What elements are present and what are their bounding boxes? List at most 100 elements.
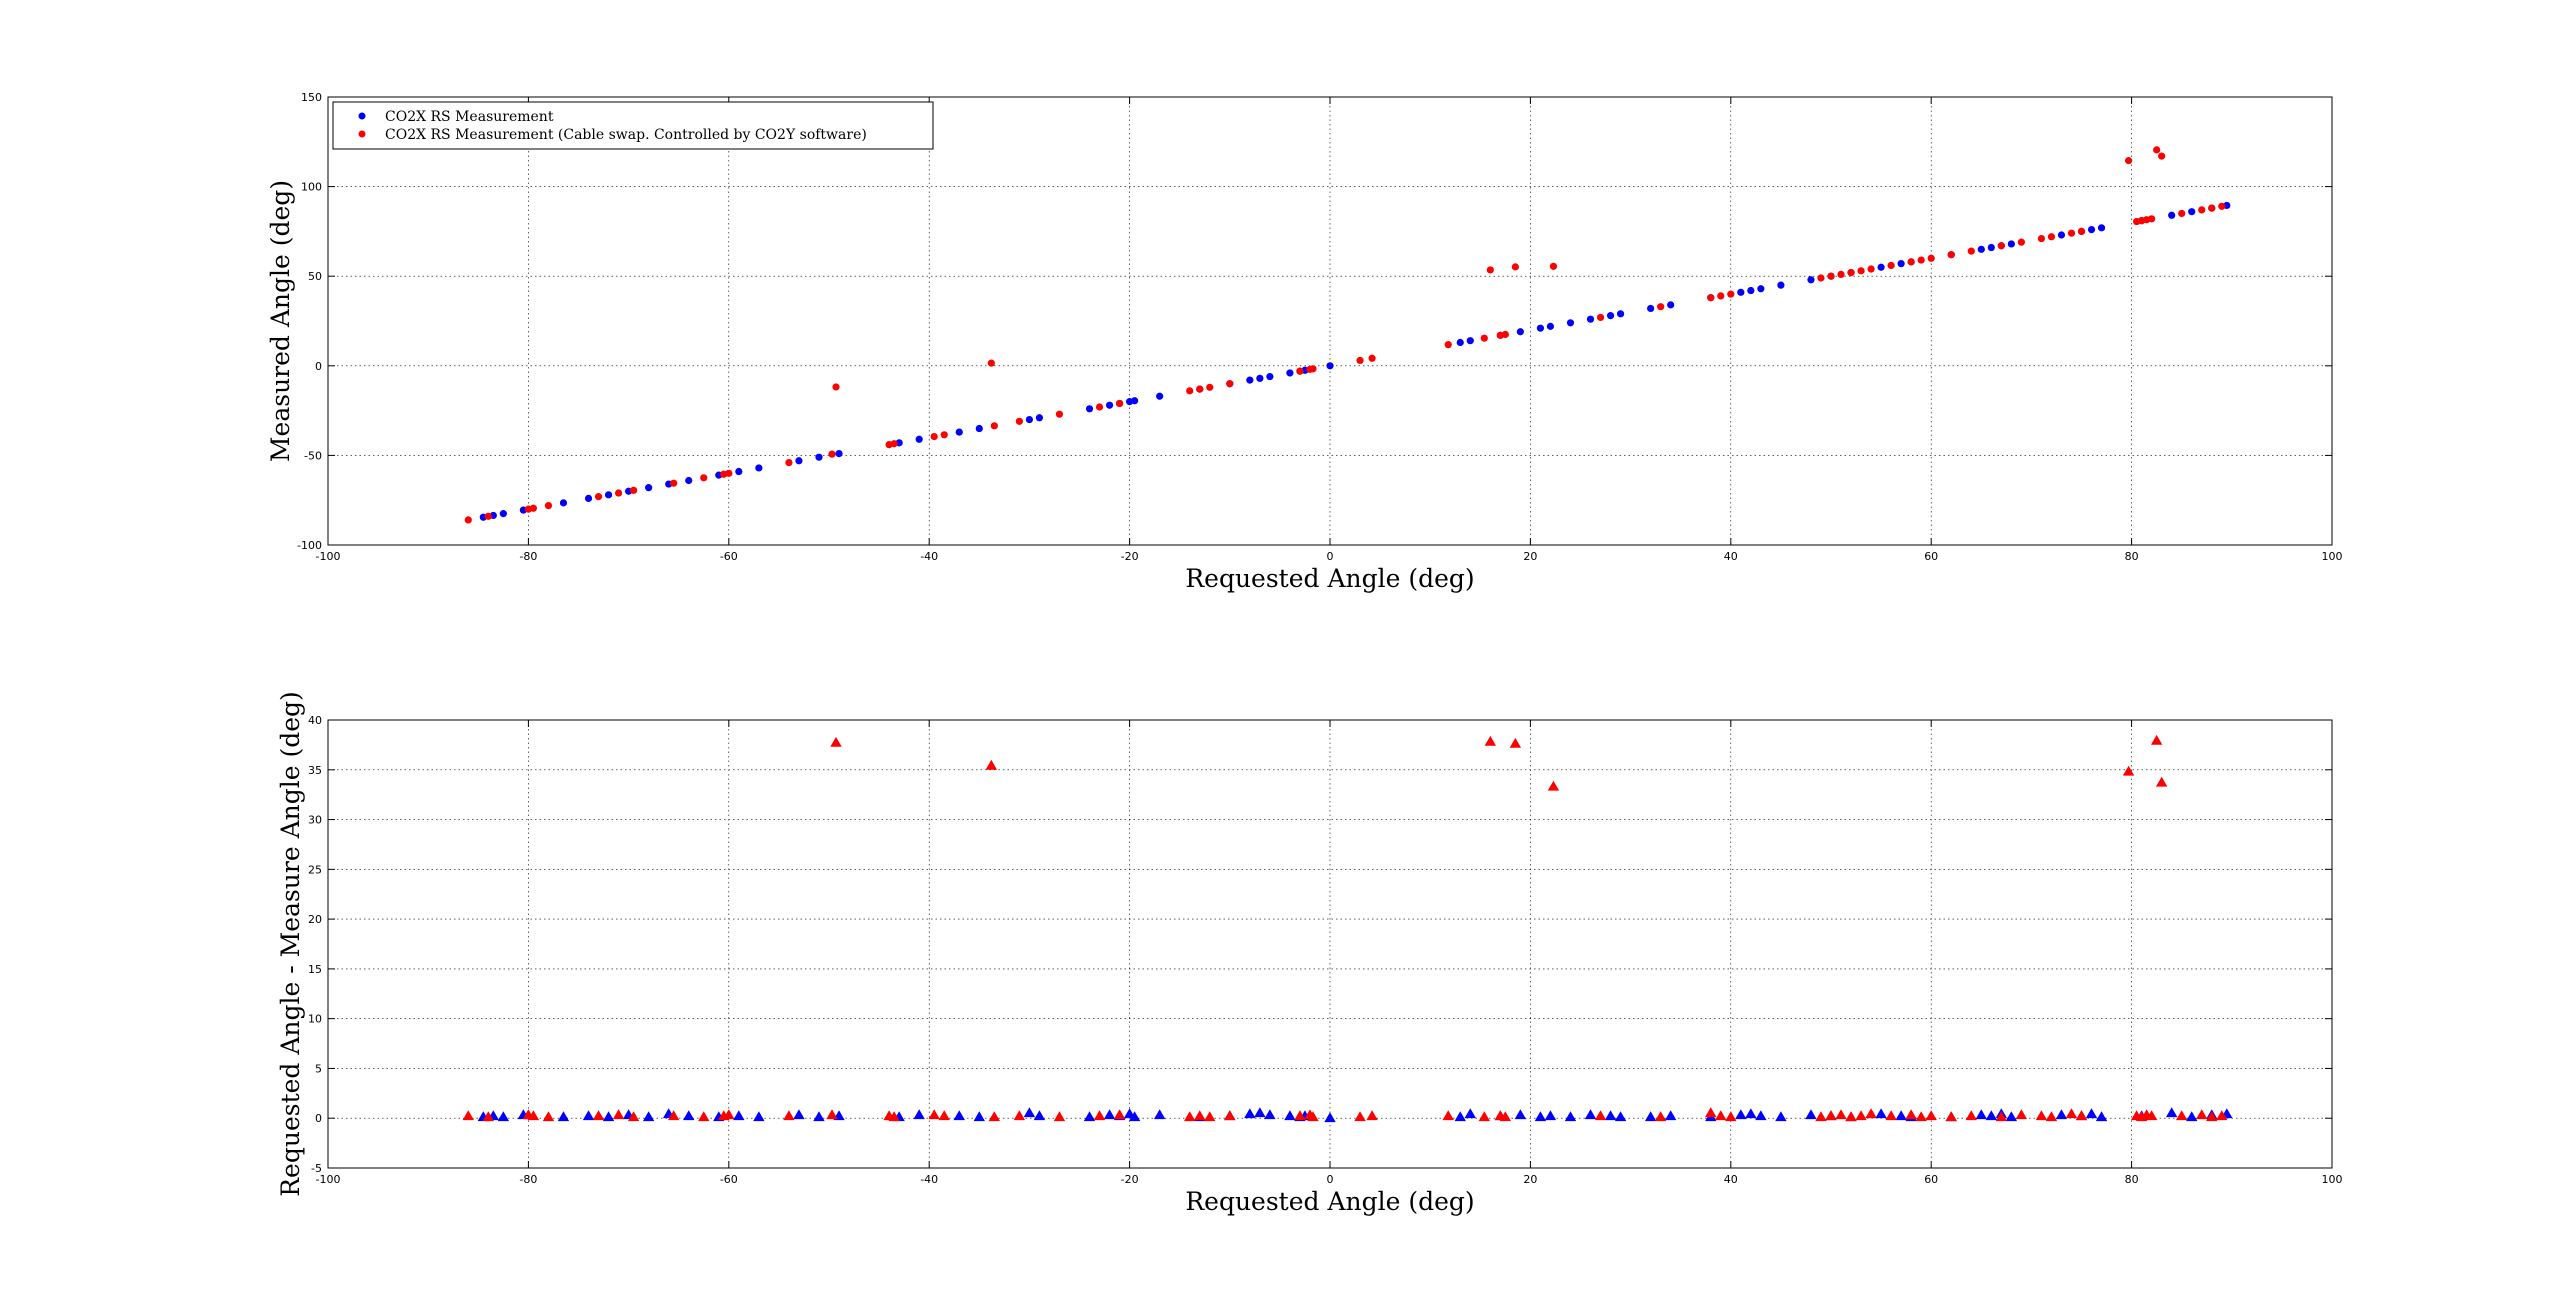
red-data-point <box>988 1111 1001 1122</box>
red-data-point <box>2124 157 2133 165</box>
blue-data-point <box>2007 240 2015 248</box>
red-data-point <box>2155 776 2168 787</box>
red-data-point <box>1366 1110 1378 1121</box>
blue-data-point <box>953 1110 965 1121</box>
x-tick-label: 60 <box>1924 550 1938 563</box>
red-data-point <box>1296 367 1304 375</box>
y-tick-label: -5 <box>311 1162 322 1175</box>
bottom-x-axis-label: Requested Angle (deg) <box>1185 1187 1474 1216</box>
blue-data-point <box>835 450 843 458</box>
red-data-point <box>1927 254 1935 262</box>
red-data-point <box>783 1110 795 1121</box>
red-data-point <box>2218 202 2226 210</box>
red-data-point <box>1847 269 1855 277</box>
legend-box <box>332 101 934 150</box>
blue-data-point <box>1456 338 1464 347</box>
blue-data-point <box>1025 415 1033 424</box>
blue-data-point <box>602 1111 615 1122</box>
red-data-point <box>1865 1108 1877 1119</box>
blue-data-point <box>1564 1111 1577 1122</box>
blue-data-point <box>755 464 763 472</box>
red-data-point <box>785 458 793 467</box>
x-tick-label: 0 <box>1327 550 1334 563</box>
red-data-point <box>1885 1110 1897 1121</box>
red-data-point <box>2176 1110 2188 1121</box>
blue-data-point <box>1536 324 1545 332</box>
blue-data-point <box>2188 208 2196 216</box>
x-tick-label: 100 <box>2322 1173 2343 1186</box>
red-data-point <box>930 432 938 441</box>
blue-data-point <box>975 424 983 433</box>
blue-data-point <box>1156 392 1164 400</box>
red-data-point <box>2148 215 2156 223</box>
red-data-point <box>1055 410 1064 418</box>
red-data-point <box>2145 1110 2158 1121</box>
red-data-point <box>1499 1111 1512 1122</box>
y-tick-label: 5 <box>315 1062 322 1075</box>
blue-data-point <box>793 1109 805 1120</box>
y-tick-label: -50 <box>304 449 322 462</box>
red-data-point <box>1442 1110 1454 1121</box>
red-data-point <box>2077 227 2086 235</box>
y-tick-label: 10 <box>308 1013 322 1026</box>
red-data-point <box>725 469 733 477</box>
red-data-point <box>1654 1111 1667 1122</box>
blue-data-point <box>973 1111 985 1122</box>
top-y-axis-label: Measured Angle (deg) <box>266 180 295 462</box>
blue-data-point <box>1614 1111 1627 1122</box>
red-data-point <box>888 1111 900 1122</box>
blue-data-point <box>1534 1111 1547 1122</box>
x-tick-label: -40 <box>920 550 938 563</box>
blue-data-point <box>2005 1111 2018 1122</box>
blue-data-point <box>1987 243 1995 252</box>
blue-data-point <box>1897 260 1905 268</box>
red-data-point <box>1817 274 1825 282</box>
bottom-data-points <box>462 734 2233 1123</box>
red-data-point <box>482 1111 495 1122</box>
blue-data-point <box>1464 1108 1476 1119</box>
red-data-point <box>1226 380 1234 388</box>
red-data-point <box>2067 229 2076 237</box>
blue-data-point <box>604 491 613 499</box>
red-data-point <box>1867 265 1875 273</box>
red-data-point <box>1596 313 1605 322</box>
red-data-point <box>2216 1110 2228 1121</box>
blue-data-point <box>753 1111 765 1122</box>
red-data-point <box>1887 261 1895 270</box>
blue-data-point <box>1256 374 1264 382</box>
blue-data-point <box>1757 285 1765 293</box>
red-data-point <box>1206 383 1214 391</box>
red-data-point <box>1825 1110 1837 1121</box>
blue-data-point <box>1326 362 1334 370</box>
red-data-point <box>2150 734 2163 745</box>
red-data-point <box>1186 387 1194 395</box>
blue-data-point <box>1105 401 1114 409</box>
blue-data-point <box>735 467 743 476</box>
red-data-point <box>630 486 638 494</box>
x-tick-label: -40 <box>920 1173 938 1186</box>
red-data-point <box>484 512 492 520</box>
red-data-point <box>700 474 708 482</box>
legend: CO2X RS Measurement CO2X RS Measurement … <box>332 101 934 150</box>
angle-difference-plot: -100 -80 -60 -40 -20 0 20 40 60 80 100 -5 0 5 10 15 20 25… <box>276 691 2343 1216</box>
red-data-point <box>1967 247 1975 255</box>
red-data-point <box>529 504 538 512</box>
top-x-axis-label: Requested Angle (deg) <box>1185 564 1474 593</box>
blue-data-point <box>1737 288 1745 296</box>
bottom-y-axis-label: Requested Angle - Measure Angle (deg) <box>276 691 305 1197</box>
blue-data-point <box>1284 1110 1296 1121</box>
red-data-point <box>1547 780 1560 791</box>
red-data-point <box>1995 1111 2008 1122</box>
blue-data-point <box>1023 1107 1036 1118</box>
y-tick-label: 150 <box>301 91 322 104</box>
blue-data-point <box>815 453 823 461</box>
blue-data-point <box>1775 1111 1787 1122</box>
blue-data-point <box>1244 1108 1256 1119</box>
blue-data-point <box>733 1110 745 1121</box>
blue-data-point <box>955 428 963 436</box>
blue-data-point <box>913 1109 925 1120</box>
x-tick-label: -20 <box>1121 1173 1139 1186</box>
red-data-point <box>1835 1109 1847 1120</box>
red-data-point <box>1815 1111 1827 1122</box>
red-data-point <box>2198 206 2206 214</box>
